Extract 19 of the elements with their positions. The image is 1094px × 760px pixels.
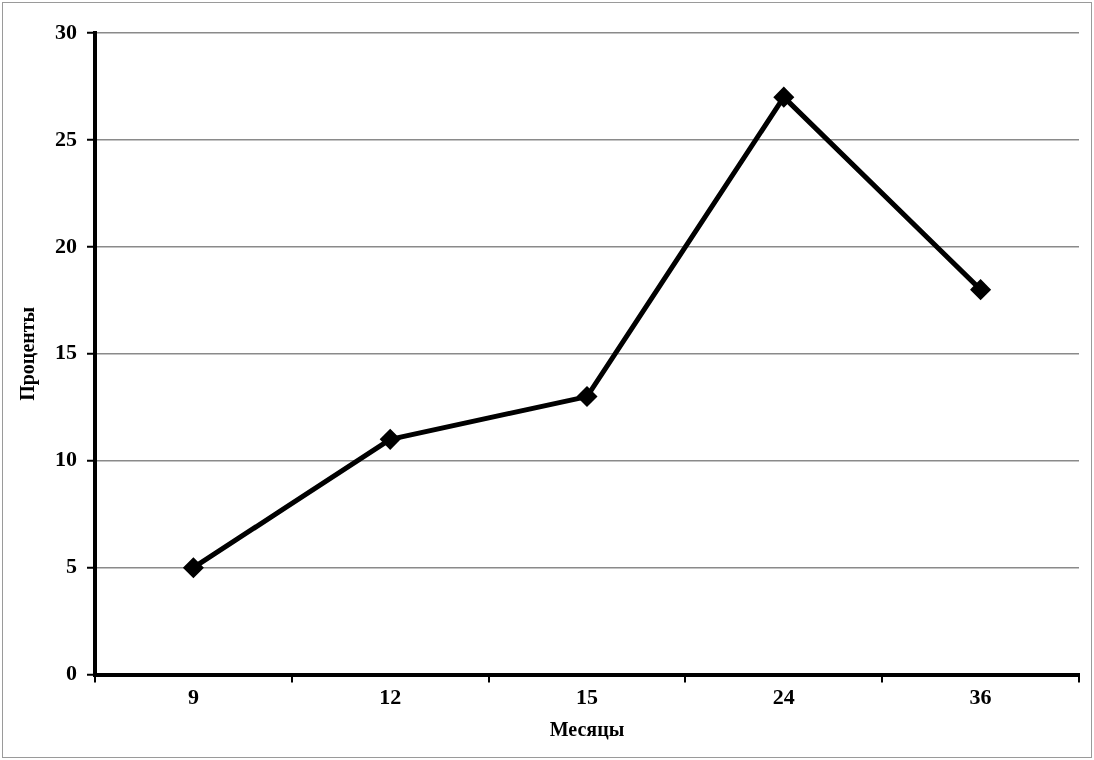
y-tick-label: 0 [66,660,77,686]
x-tick-label: 15 [576,684,598,710]
y-tick-label: 10 [55,446,77,472]
y-tick-label: 30 [55,18,77,44]
point [183,558,203,578]
y-tick-label: 25 [55,125,77,151]
x-axis-title: Месяцы [549,718,625,741]
y-tick-label: 15 [55,339,77,365]
point [380,429,400,449]
y-tick-label: 5 [66,553,77,579]
x-tick-label: 24 [772,684,795,710]
point [971,280,991,300]
x-tick-label: 36 [969,684,992,710]
point [774,87,794,107]
x-tick-label: 12 [379,684,402,710]
point [577,387,597,407]
x-tick-label: 9 [187,684,199,710]
y-tick-label: 20 [55,232,77,258]
y-axis-title: Проценты [16,306,40,401]
